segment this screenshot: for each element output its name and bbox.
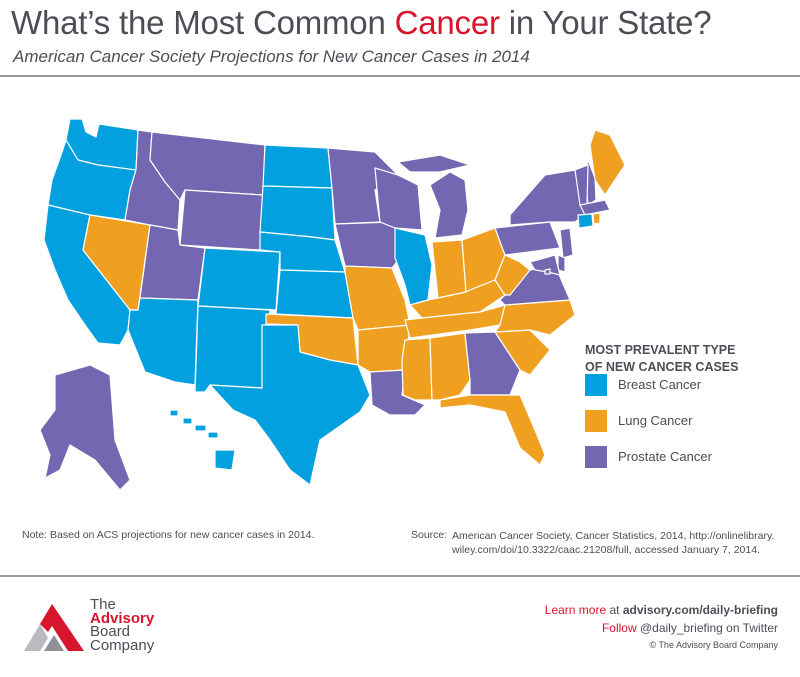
legend-title-line1: MOST PREVALENT TYPE [585,343,736,357]
state-mn [327,147,399,225]
header: What’s the Most Common Cancer in Your St… [0,0,800,76]
state-md [529,254,561,276]
title-part-1: What’s the Most Common [11,4,395,41]
logo-line-4: Company [90,636,155,654]
state-mo [344,265,411,331]
company-logo: The Advisory Board Company [22,596,182,658]
swatch-lung [585,410,607,432]
legend-label-prostate: Prostate Cancer [618,449,712,464]
twitter-handle[interactable]: @daily_briefing on Twitter [636,621,778,635]
learn-more-line: Learn more at advisory.com/daily-briefin… [545,601,778,619]
footer-links: Learn more at advisory.com/daily-briefin… [545,601,778,653]
state-nj [559,227,574,259]
state-ak [39,364,131,491]
legend-title-line2: OF NEW CANCER CASES [585,360,739,374]
state-ri [592,212,601,225]
state-mi [397,154,471,239]
state-me [589,129,626,196]
state-co [197,247,281,311]
state-ny [509,169,586,226]
title-part-2: in Your State? [499,4,712,41]
legend-item-prostate: Prostate Cancer [585,446,785,468]
swatch-prostate [585,446,607,468]
state-hi [169,409,236,471]
state-az [127,297,199,386]
state-ks [275,269,354,319]
legend-label-lung: Lung Cancer [618,413,693,428]
header-divider [0,75,800,77]
page-subtitle: American Cancer Society Projections for … [13,47,530,66]
footnote: Note: Based on ACS projections for new c… [22,529,315,541]
state-wi [374,167,423,231]
state-pa [494,221,561,256]
page-title: What’s the Most Common Cancer in Your St… [11,4,712,42]
map-legend: MOST PREVALENT TYPE OF NEW CANCER CASES … [585,342,785,468]
state-ma [579,199,611,216]
legend-title: MOST PREVALENT TYPE OF NEW CANCER CASES [585,342,785,376]
logo-mark-icon [24,604,84,651]
state-ms [401,337,433,401]
source-label: Source: [411,529,448,541]
logo-line-1: The [90,596,116,613]
learn-more-at: at [606,603,623,617]
state-wy [179,189,264,251]
logo-wordmark: The Advisory Board Company [90,596,155,654]
title-accent: Cancer [394,4,500,41]
copyright: © The Advisory Board Company [649,640,778,650]
legend-label-breast: Breast Cancer [618,377,702,392]
state-dc [544,268,551,275]
state-fl [439,394,546,466]
state-nm [194,305,271,393]
swatch-breast [585,374,607,396]
state-nd [262,144,333,189]
state-in [431,239,467,299]
logo-line-2: Advisory [90,609,155,627]
follow-label: Follow [601,621,637,635]
legend-item-lung: Lung Cancer [585,410,785,432]
daily-briefing-link[interactable]: advisory.com/daily-briefing [622,603,778,617]
source-text: American Cancer Society, Cancer Statisti… [452,530,775,556]
state-al [429,332,471,401]
state-tx [209,324,371,486]
follow-line: Follow @daily_briefing on Twitter [545,619,778,637]
logo-line-3: Board [90,623,131,640]
footer-divider [0,575,800,577]
legend-item-breast: Breast Cancer [585,374,785,396]
state-ct [577,213,594,229]
us-cancer-map [39,118,626,491]
state-sd [259,185,336,241]
learn-more-label: Learn more [544,603,607,617]
